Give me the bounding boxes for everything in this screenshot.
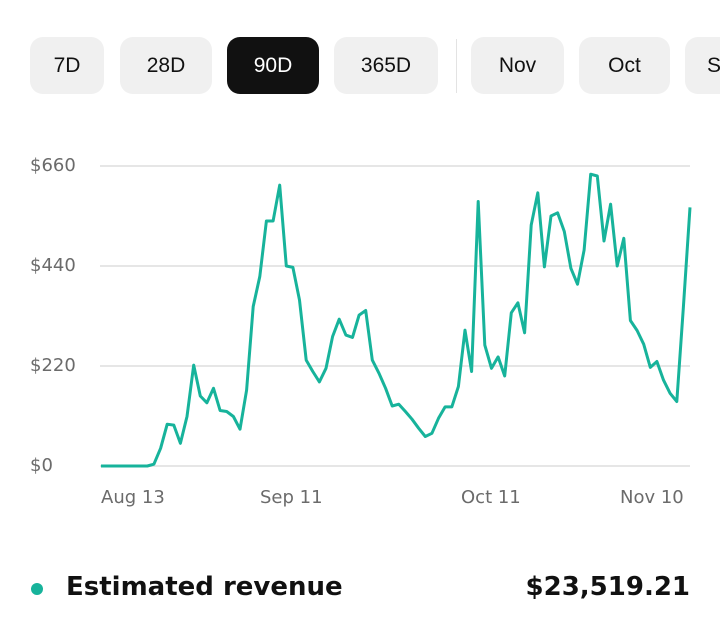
tab-oct[interactable]: Oct [579, 37, 670, 94]
tab-7d[interactable]: 7D [30, 37, 104, 94]
y-tick-label: $440 [30, 255, 76, 276]
x-tick-label: Aug 13 [101, 487, 165, 508]
legend-dot [31, 583, 43, 595]
tab-divider [456, 39, 457, 93]
tab-365d[interactable]: 365D [334, 37, 438, 94]
total-revenue-value: $23,519.21 [525, 572, 690, 602]
x-tick-label: Sep 11 [260, 487, 323, 508]
revenue-series-line [101, 172, 692, 468]
tab-90d[interactable]: 90D [227, 37, 319, 94]
y-tick-label: $0 [30, 455, 53, 476]
tab-nov[interactable]: Nov [471, 37, 564, 94]
y-tick-label: $220 [30, 355, 76, 376]
x-tick-label: Nov 10 [620, 487, 684, 508]
legend-label: Estimated revenue [66, 572, 343, 602]
tab-sep[interactable]: S [685, 37, 720, 94]
tab-28d[interactable]: 28D [120, 37, 212, 94]
x-tick-label: Oct 11 [461, 487, 521, 508]
y-tick-label: $660 [30, 155, 76, 176]
